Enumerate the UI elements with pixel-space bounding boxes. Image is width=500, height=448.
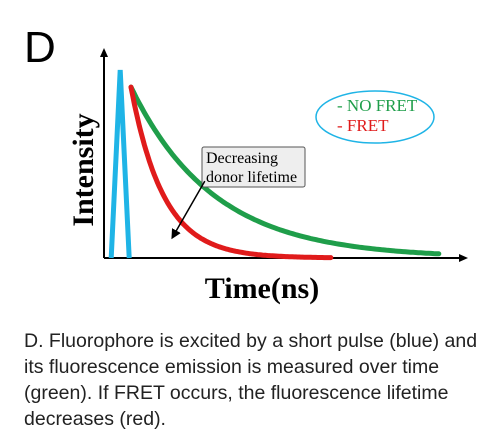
panel-letter: D: [24, 23, 56, 72]
legend: - NO FRET - FRET: [315, 90, 435, 144]
annotation: Decreasing donor lifetime: [171, 146, 306, 240]
annotation-box: [201, 146, 306, 188]
y-axis-label: Intensity: [67, 113, 100, 226]
figure-panel-d: D Intensity Time(ns) - NO FRET - FRET De…: [24, 23, 468, 305]
excitation-pulse-line: [108, 69, 132, 259]
legend-entry-fret: - FRET: [337, 116, 389, 135]
annotation-line-2: donor lifetime: [206, 169, 297, 186]
series-no-fret-line: [128, 84, 442, 257]
x-axis-label: Time(ns): [205, 272, 319, 305]
legend-entry-no-fret: - NO FRET: [337, 96, 418, 115]
series-fret-line: [128, 84, 334, 261]
annotation-line-1: Decreasing: [206, 150, 278, 167]
annotation-arrow: [171, 180, 206, 240]
legend-border: [315, 90, 435, 144]
figure-caption: D. Fluorophore is excited by a short pul…: [24, 330, 478, 430]
